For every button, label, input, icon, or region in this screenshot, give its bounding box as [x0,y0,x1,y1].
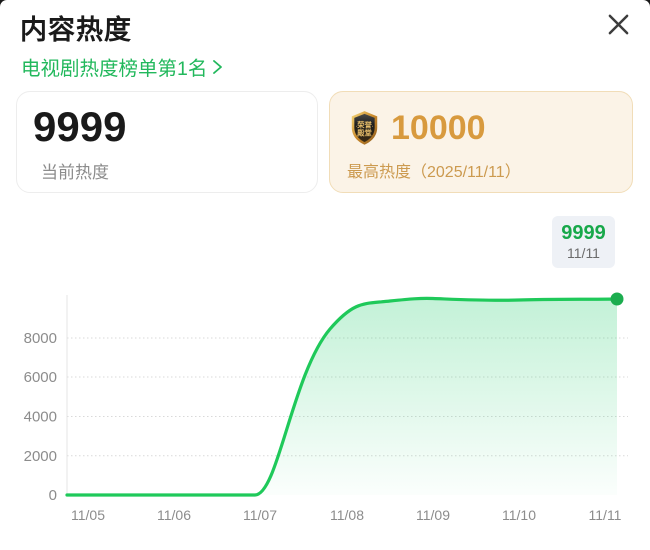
svg-text:4000: 4000 [24,409,57,426]
svg-text:2000: 2000 [24,448,57,465]
svg-text:8000: 8000 [24,330,57,347]
svg-text:11/06: 11/06 [157,507,191,523]
svg-text:6000: 6000 [24,369,57,386]
svg-text:11/10: 11/10 [502,507,536,523]
svg-text:11/11: 11/11 [589,507,622,523]
svg-text:殿堂: 殿堂 [356,128,372,137]
svg-text:11/09: 11/09 [416,507,450,523]
svg-text:11/05: 11/05 [71,507,105,523]
svg-text:11/07: 11/07 [243,507,277,523]
svg-text:11/08: 11/08 [330,507,364,523]
svg-text:0: 0 [49,487,57,504]
